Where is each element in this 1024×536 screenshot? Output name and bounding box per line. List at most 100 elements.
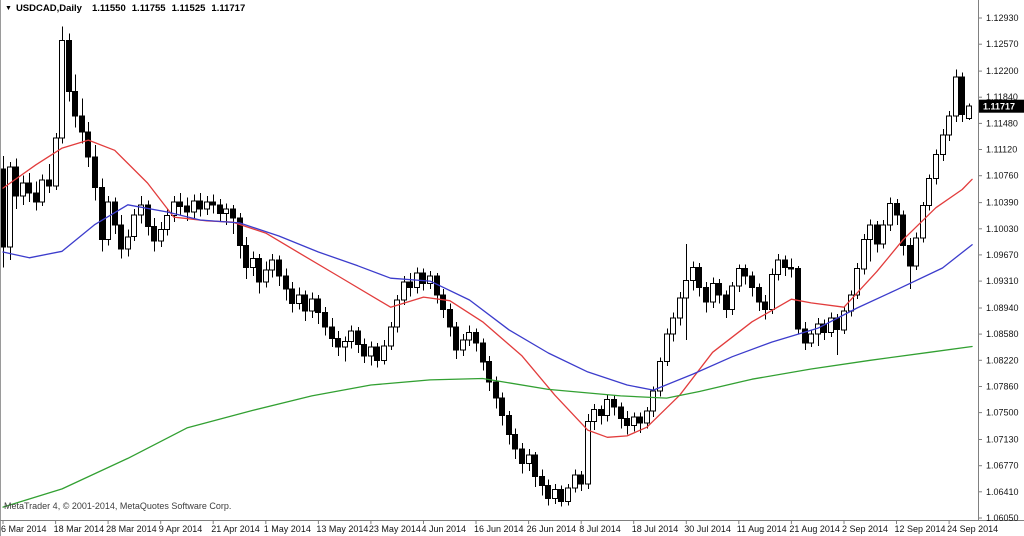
ma-slow-green-line [2,345,973,508]
candle-body [611,399,617,408]
candle-body [802,328,808,344]
price-axis-label: 1.10030 [986,224,1019,234]
candle-body [723,294,729,310]
candle-body [756,287,762,303]
candle-body [145,204,151,228]
candle-body [591,409,597,422]
date-axis-label: 23 May 2014 [369,524,421,534]
candle-body [46,179,52,187]
candle-body [775,259,781,275]
candle-body [585,420,591,485]
candle-body [66,40,72,92]
price-axis: 1.12930 1.12570 1.12200 1.11840 1.11480 1.111… [978,13,1019,523]
candle-body [315,298,321,313]
candle-body [197,200,203,210]
price-axis-label: 1.11120 [986,145,1017,155]
candle-body [466,332,472,341]
candle-body [39,179,45,203]
date-axis-label: 18 Jul 2014 [632,524,679,534]
chart-title: ▼ USDCAD,Daily 1.11550 1.11755 1.11525 1… [5,3,251,14]
candle-body [223,208,229,215]
candle-body [677,297,683,319]
price-axis-label: 1.10390 [986,198,1019,208]
candle-body [407,281,413,289]
candle-body [532,454,538,478]
candle-body [440,294,446,310]
candle-body [131,214,137,238]
price-axis-label: 1.07130 [986,435,1019,445]
candle-body [381,345,387,361]
candle-body [335,338,341,348]
candle-body [138,204,144,216]
candle-body [158,229,164,242]
date-axis-label: 18 Mar 2014 [54,524,105,534]
candle-body [368,346,374,357]
candle-body [821,323,827,334]
candle-body [749,275,755,289]
candle-body [7,166,13,248]
candle-body [20,182,26,197]
candle-body [256,258,262,283]
candle-body [519,448,525,464]
candle-body [729,285,735,311]
candle-body [230,208,236,219]
candle-body [683,279,689,299]
candle-body [604,399,610,416]
candle-body [959,76,965,116]
price-axis-label: 1.09310 [986,276,1019,286]
date-axis-label: 24 Sep 2014 [947,524,998,534]
price-axis-label: 1.08940 [986,303,1019,313]
date-axis-label: 1 May 2014 [264,524,311,534]
candle-body [690,266,696,281]
candle-body [499,397,505,417]
candle-body [99,186,105,241]
candle-body [447,308,453,328]
date-axis-label: 21 Apr 2014 [211,524,260,534]
candle-body [624,417,630,427]
candle-body [650,390,656,412]
candle-body [26,182,32,194]
candle-body [263,269,269,283]
candle-body [926,178,932,207]
date-axis-label: 21 Aug 2014 [789,524,840,534]
price-axis-label: 1.12930 [986,13,1019,23]
current-price-label: 1.11717 [983,102,1015,112]
candle-body [894,202,900,216]
date-axis-label: 4 Jun 2014 [422,524,467,534]
date-axis-label: 16 Jun 2014 [474,524,524,534]
candle-body [342,340,348,348]
date-axis-label: 8 Jul 2014 [579,524,621,534]
candle-body [940,134,946,156]
date-axis-label: 6 Mar 2014 [1,524,47,534]
quote-low: 1.11525 [171,3,206,14]
candle-body [913,237,919,267]
candle-body [480,342,486,363]
candle-body [420,272,426,284]
candle-body [289,288,295,305]
candle-body [0,168,6,248]
candle-body [302,294,308,312]
candle-body [388,326,394,347]
candle-body [808,333,814,344]
candle-body [361,343,367,357]
candle-body [243,245,249,268]
candle-body [578,474,584,485]
candle-body [92,156,98,188]
candle-body [618,406,624,419]
candle-body [59,40,65,139]
current-price-badge [979,99,1024,113]
candle-body [394,299,400,328]
candle-body [374,346,380,361]
candle-body [460,339,466,351]
quote-close: 1.11717 [211,3,246,14]
price-axis-label: 1.10760 [986,171,1019,181]
candle-body [552,489,558,499]
candle-body [703,287,709,303]
price-axis-label: 1.09670 [986,250,1019,260]
date-axis-label: 30 Jul 2014 [684,524,731,534]
symbol-dropdown-icon[interactable]: ▼ [5,5,12,12]
candle-body [191,200,197,213]
symbol-label: USDCAD,Daily [15,3,82,14]
